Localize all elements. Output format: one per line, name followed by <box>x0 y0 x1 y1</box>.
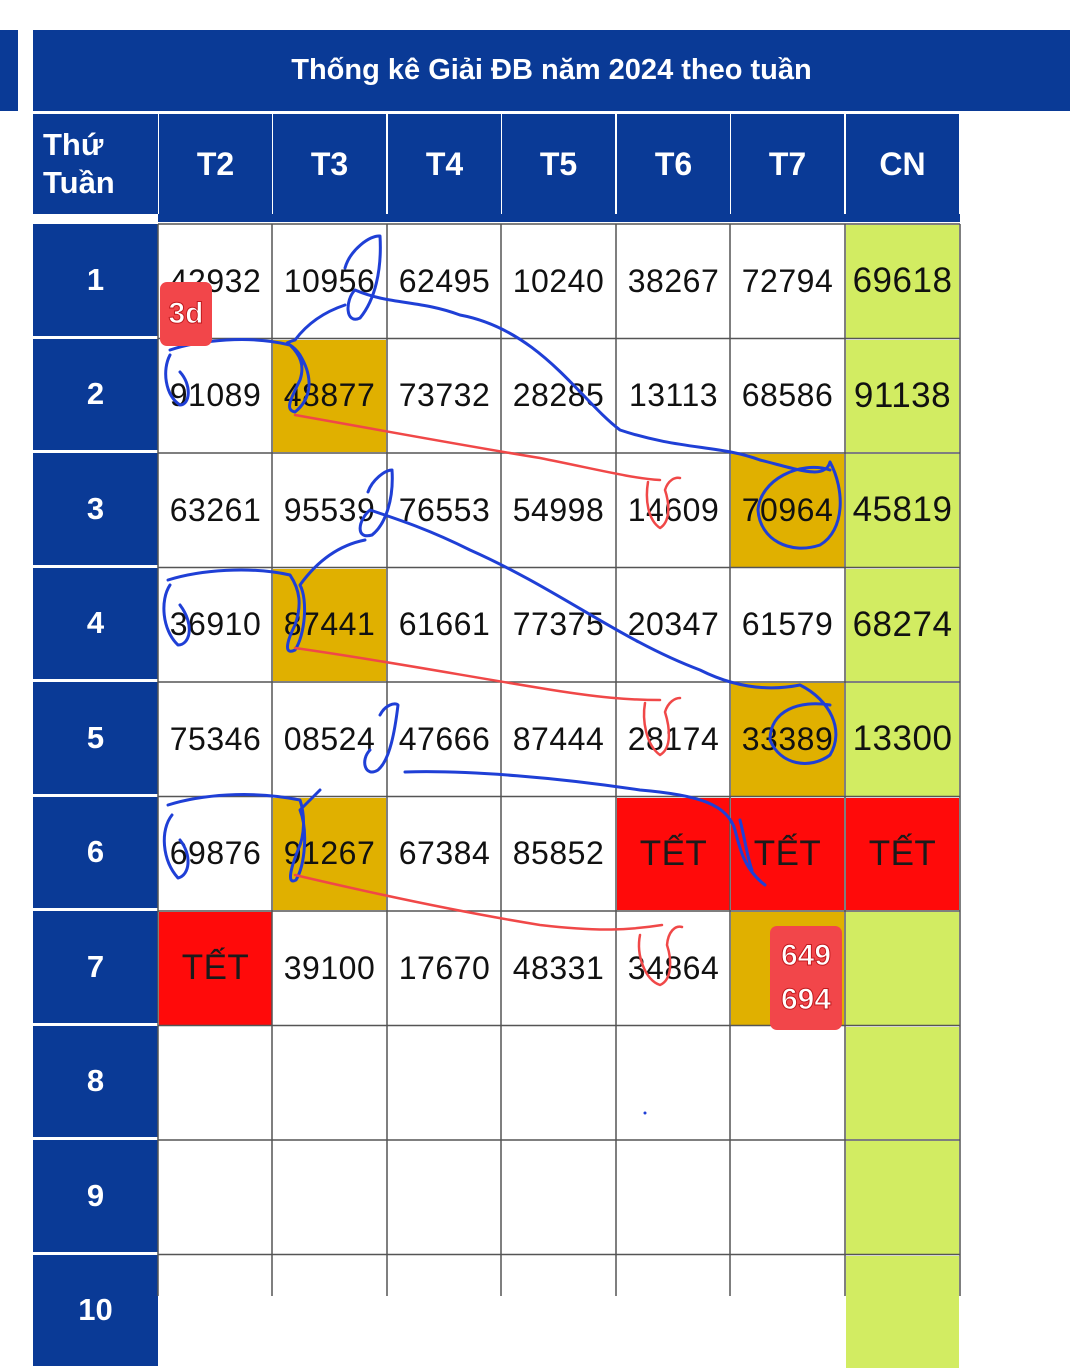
table-grid-lines <box>0 0 1080 1296</box>
badge-3d: 3d <box>160 282 212 346</box>
badge-week7-line1: 649 <box>781 934 831 978</box>
badge-3d-label: 3d <box>168 297 203 331</box>
badge-week7-t7: 649 694 <box>770 926 842 1030</box>
badge-week7-line2: 694 <box>781 978 831 1022</box>
